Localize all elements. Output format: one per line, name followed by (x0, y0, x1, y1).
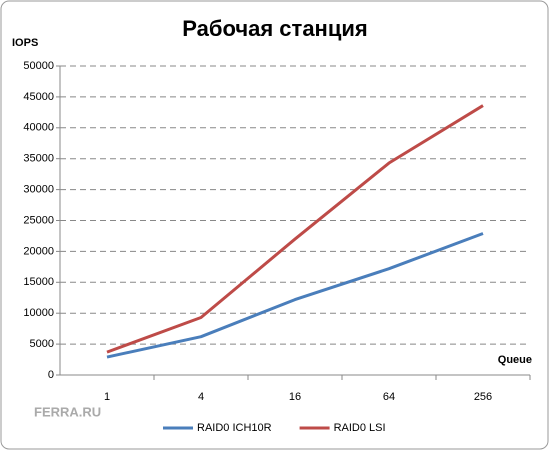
y-tick-label: 25000 (23, 214, 54, 226)
x-tick-label: 256 (474, 391, 492, 403)
x-tick-label: 4 (198, 391, 204, 403)
y-tick-label: 45000 (23, 91, 54, 103)
y-tick-label: 5000 (30, 338, 54, 350)
legend-label: RAID0 ICH10R (197, 422, 272, 434)
y-tick-label: 40000 (23, 122, 54, 134)
x-tick-label: 64 (383, 391, 395, 403)
watermark: FERRA.RU (34, 404, 101, 419)
y-tick-label: 30000 (23, 184, 54, 196)
x-tick-label: 1 (104, 391, 110, 403)
y-tick-label: 35000 (23, 153, 54, 165)
legend-label: RAID0 LSI (334, 422, 386, 434)
y-tick-label: 15000 (23, 276, 54, 288)
series-line (106, 104, 484, 354)
y-tick-label: 0 (48, 369, 54, 381)
y-tick-label: 10000 (23, 307, 54, 319)
x-axis-label: Queue (498, 354, 532, 366)
y-tick-label: 20000 (23, 245, 54, 257)
y-tick-label: 50000 (23, 60, 54, 72)
y-axis-label: IOPS (12, 37, 38, 49)
series-line (106, 232, 484, 359)
x-tick-label: 16 (289, 391, 301, 403)
chart-title: Рабочая станция (182, 16, 367, 41)
